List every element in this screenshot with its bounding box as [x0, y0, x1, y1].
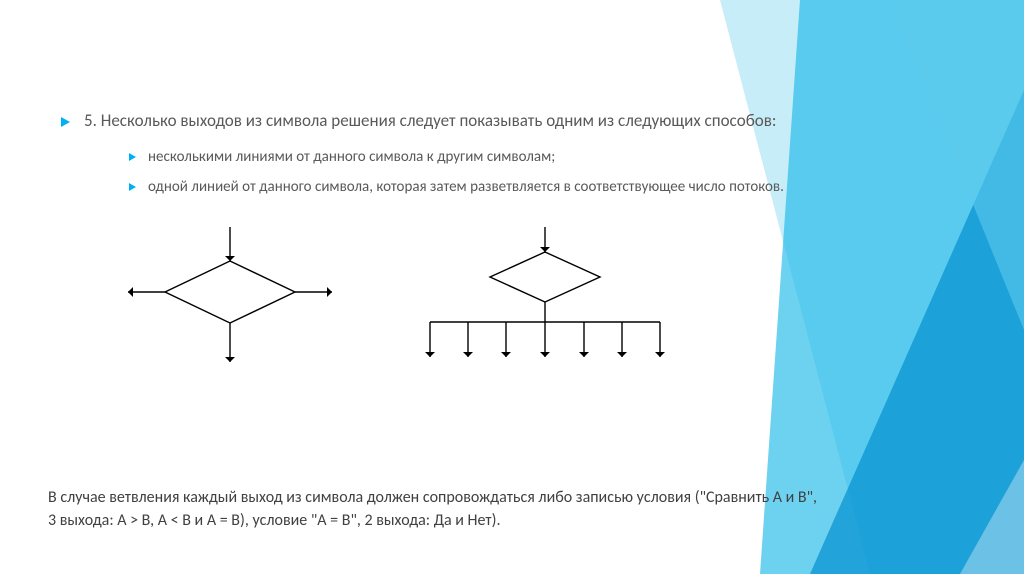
sub-bullet-text: несколькими линиями от данного символа к… — [148, 147, 555, 167]
flowchart-diagram-multi-lines — [120, 217, 340, 372]
slide-content: 5. Несколько выходов из символа решения … — [0, 0, 1024, 372]
sub-bullet: несколькими линиями от данного символа к… — [128, 147, 964, 167]
flowchart-diagram-branching — [400, 217, 690, 372]
bullet-triangle-icon — [128, 152, 138, 162]
diagrams-row — [120, 217, 964, 372]
sub-bullet-text: одной линией от данного символа, которая… — [148, 177, 784, 197]
sub-bullet: одной линией от данного символа, которая… — [128, 177, 964, 197]
sub-bullet-list: несколькими линиями от данного символа к… — [128, 147, 964, 198]
main-bullet-text: 5. Несколько выходов из символа решения … — [84, 110, 776, 133]
main-bullet: 5. Несколько выходов из символа решения … — [60, 110, 964, 133]
footer-note: В случае ветвления каждый выход из симво… — [48, 487, 824, 532]
bullet-triangle-icon — [128, 182, 138, 192]
bullet-triangle-icon — [60, 116, 72, 128]
